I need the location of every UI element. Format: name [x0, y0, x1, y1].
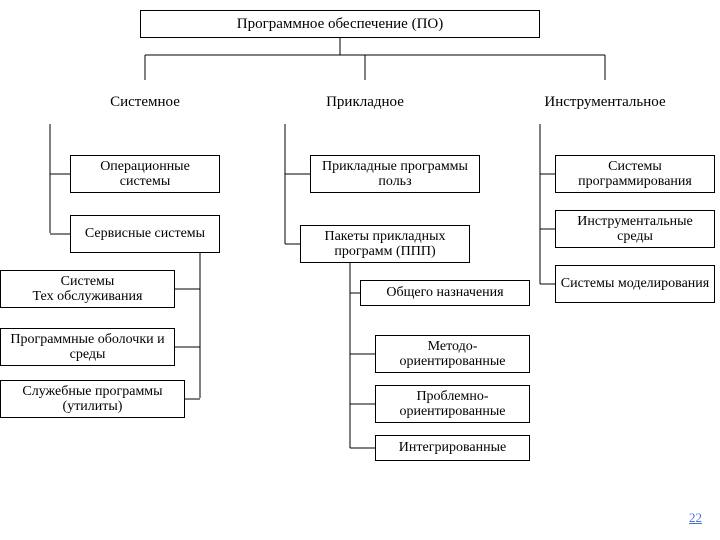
node-sys1: Операционные системы	[70, 155, 220, 193]
node-app2: Пакеты прикладных программ (ППП)	[300, 225, 470, 263]
page-number: 22	[689, 510, 702, 526]
node-tool2: Инструментальные среды	[555, 210, 715, 248]
node-app2b: Методо-ориентированные	[375, 335, 530, 373]
node-tool3: Системы моделирования	[555, 265, 715, 303]
node-app: Прикладное	[280, 80, 450, 124]
node-tool: Инструментальное	[520, 80, 690, 124]
node-app2a: Общего назначения	[360, 280, 530, 306]
node-sys5: Служебные программы (утилиты)	[0, 380, 185, 418]
node-tool1: Системы программирования	[555, 155, 715, 193]
node-app2d: Интегрированные	[375, 435, 530, 461]
node-root: Программное обеспечение (ПО)	[140, 10, 540, 38]
node-sys3: СистемыТех обслуживания	[0, 270, 175, 308]
node-app1: Прикладные программы польз	[310, 155, 480, 193]
node-app2c: Проблемно-ориентированные	[375, 385, 530, 423]
node-sys4: Программные оболочки и среды	[0, 328, 175, 366]
node-sys2: Сервисные системы	[70, 215, 220, 253]
node-sys: Системное	[60, 80, 230, 124]
